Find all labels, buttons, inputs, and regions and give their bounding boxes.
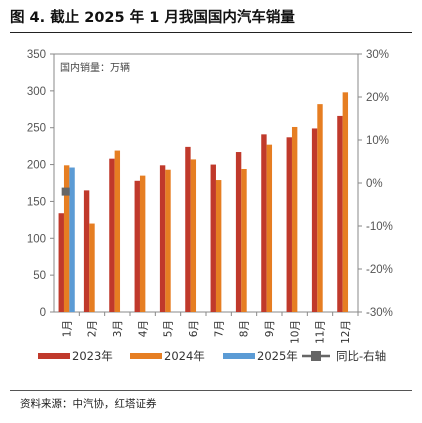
x-tick-label: 6月	[188, 320, 200, 337]
x-tick-label: 2月	[87, 320, 99, 337]
bar-2023年-9月	[261, 134, 267, 312]
bar-2024年-1月	[63, 165, 70, 312]
bar-2024年-10月	[291, 126, 298, 312]
x-tick-label: 5月	[163, 320, 175, 337]
y-left-tick-label: 250	[27, 123, 46, 135]
marks-layer	[61, 187, 70, 196]
x-tick-label: 1月	[61, 320, 73, 337]
bar-2023年-11月	[311, 128, 318, 312]
bar-2024年-11月	[317, 104, 323, 312]
legend-label: 同比-右轴	[336, 349, 386, 363]
bar-2024年-3月	[114, 150, 121, 312]
y-right-tick-label: 0%	[366, 178, 383, 190]
bar-2023年-12月	[337, 115, 343, 312]
sales-chart: 0 50 100 150 200 250 300 350 -30% -20% -10% 0% 10% 20…	[27, 49, 393, 363]
bar-2024年-7月	[215, 180, 222, 312]
y-right-tick-label: 30%	[366, 49, 389, 61]
y-right-tick-label: 20%	[366, 92, 389, 104]
legend-swatch-2024年	[130, 353, 162, 359]
y-left-tick-label: 100	[27, 233, 46, 245]
x-tick-label: 8月	[239, 320, 251, 337]
unit-label: 国内销量：万辆	[60, 61, 130, 74]
figure-title: 图 4. 截止 2025 年 1 月我国国内汽车销量	[10, 10, 295, 26]
bar-2023年-10月	[286, 137, 292, 312]
legend-label: 2024年	[164, 349, 205, 363]
y-left-tick-label: 0	[40, 307, 46, 319]
source-note: 资料来源：中汽协，红塔证券	[20, 398, 157, 410]
bar-2024年-12月	[342, 92, 349, 313]
y-right-tick-label: 10%	[366, 135, 389, 147]
legend-label: 2025年	[257, 349, 298, 363]
y-left-tick-label: 200	[27, 160, 46, 172]
bars-layer	[58, 92, 349, 313]
y-right-tick-label: -20%	[366, 264, 393, 276]
y-right-tick-label: -10%	[366, 221, 393, 233]
legend-swatch-2023年	[38, 353, 70, 359]
bar-2025年-1月	[69, 167, 75, 312]
bar-2023年-5月	[159, 165, 166, 312]
yoy-marker-1月	[61, 187, 70, 196]
axes-layer: 0 50 100 150 200 250 300 350 -30% -20% -10% 0% 10% 20…	[27, 49, 393, 344]
x-tick-label: 4月	[137, 320, 149, 337]
x-tick-label: 9月	[264, 320, 276, 337]
y-left-tick-label: 50	[33, 270, 46, 282]
bar-2023年-8月	[235, 152, 242, 312]
bar-2023年-3月	[109, 158, 115, 312]
x-tick-label: 3月	[112, 320, 124, 337]
y-right-tick-label: -30%	[366, 307, 393, 319]
legend: 2023年 2024年 2025年 同比-右轴	[38, 349, 386, 363]
bar-2024年-2月	[89, 223, 95, 312]
bar-2023年-2月	[83, 190, 90, 312]
y-left-tick-label: 300	[27, 86, 46, 98]
bar-2024年-8月	[241, 168, 247, 312]
source-rule	[10, 390, 412, 391]
bar-2023年-1月	[58, 213, 64, 312]
x-tick-label: 7月	[213, 320, 225, 337]
x-tick-label: 12月	[340, 320, 352, 344]
bar-2023年-7月	[210, 164, 216, 312]
bar-2024年-9月	[266, 144, 273, 312]
title-rule	[10, 32, 412, 33]
x-tick-label: 11月	[315, 320, 327, 344]
x-tick-label: 10月	[289, 320, 301, 344]
legend-swatch-marker	[311, 351, 321, 361]
y-left-tick-label: 350	[27, 49, 46, 61]
bar-2024年-5月	[165, 169, 171, 312]
y-left-tick-label: 150	[27, 196, 46, 208]
bar-2023年-4月	[134, 180, 140, 312]
bar-2024年-6月	[190, 159, 197, 312]
legend-swatch-2025年	[223, 353, 255, 359]
legend-label: 2023年	[72, 349, 113, 363]
bar-2024年-4月	[139, 175, 146, 312]
bar-2023年-6月	[185, 146, 191, 312]
